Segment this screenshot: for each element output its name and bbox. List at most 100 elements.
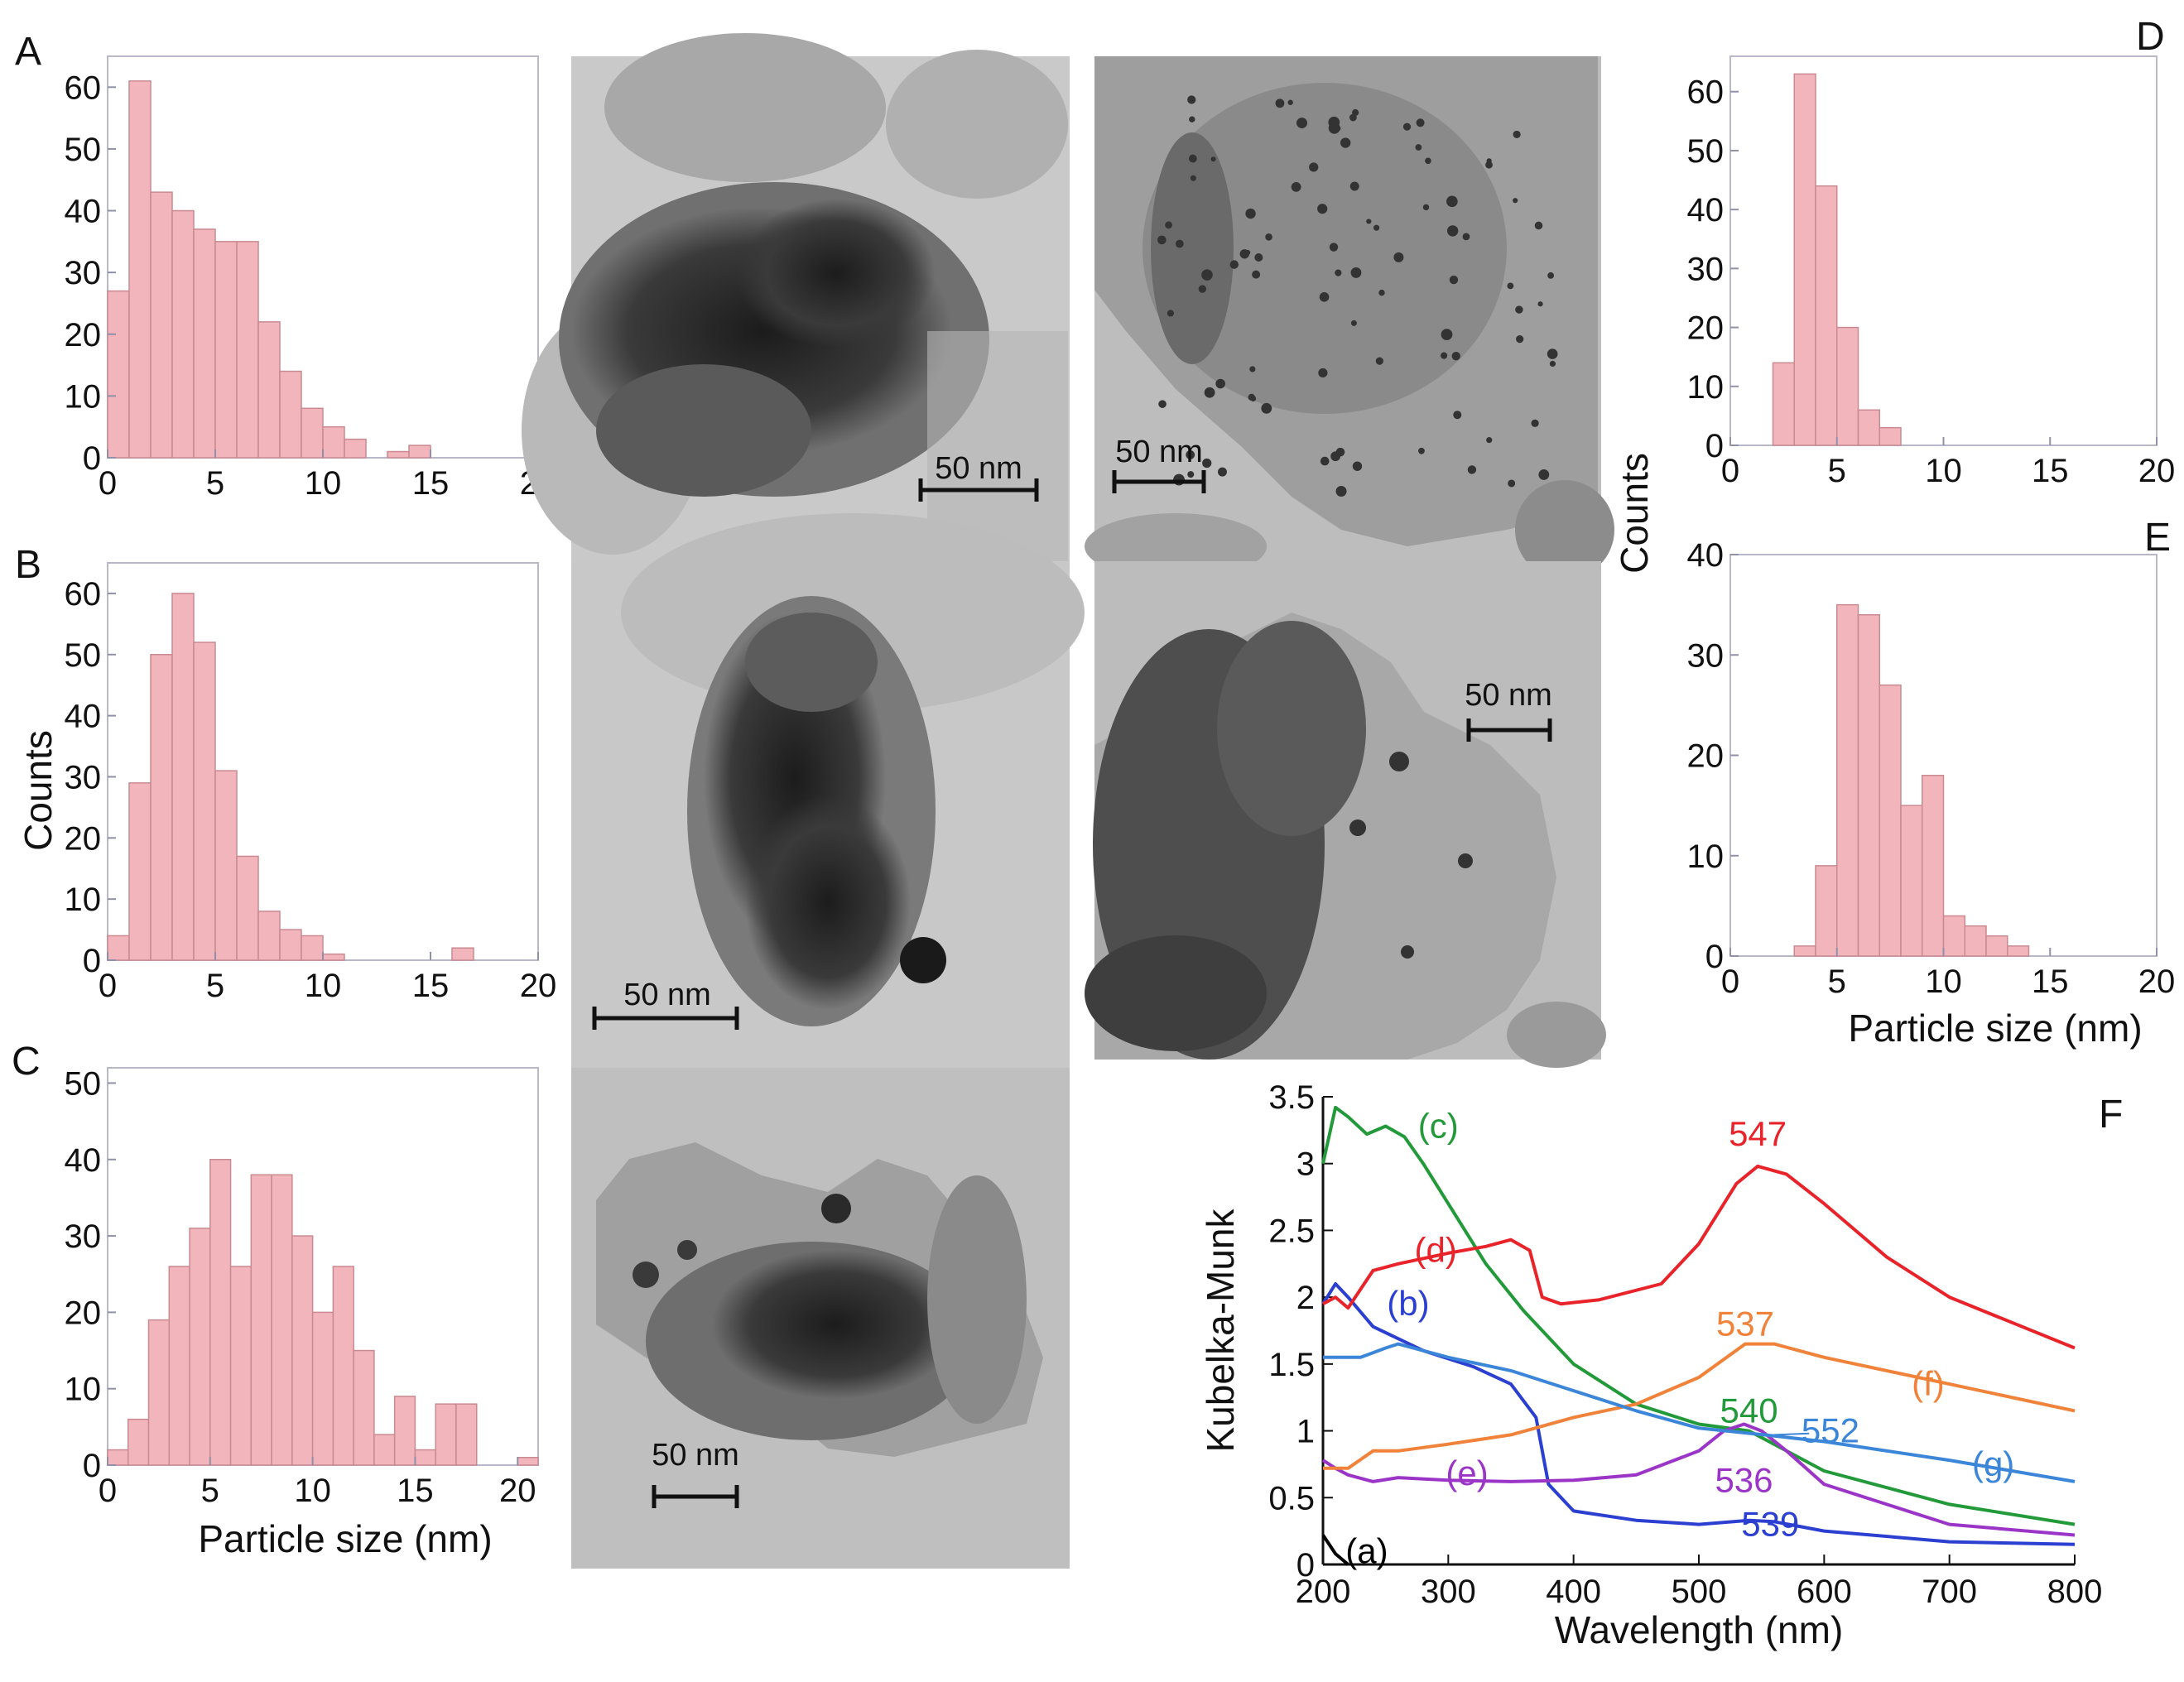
histogram-bar (353, 1349, 375, 1466)
y-tick-label: 2.5 (1268, 1213, 1315, 1249)
nanoparticle-dot (1507, 282, 1514, 290)
x-tick-label: 10 (305, 465, 342, 502)
nanoparticle-dot (1418, 447, 1425, 454)
nanoparticle-dot (1188, 154, 1197, 163)
histogram-bar (322, 953, 345, 961)
nanoparticle-dot (1485, 161, 1493, 169)
panel-label-c: C (12, 1040, 41, 1084)
histogram-bar (408, 445, 431, 459)
x-tick-label: 15 (2032, 964, 2069, 1000)
y-tick-label: 1.5 (1268, 1347, 1315, 1383)
y-tick-label: 3 (1296, 1146, 1315, 1183)
scale-bar-label-2: 50 nm (1115, 435, 1203, 469)
tem-image-4 (1085, 561, 1606, 1068)
histogram-bar (1900, 805, 1923, 957)
y-tick-label: 50 (65, 1065, 102, 1102)
histogram-bar (229, 1266, 253, 1466)
particle-size-label-right: Particle size (nm) (1848, 1007, 2142, 1050)
histogram-bar (1772, 362, 1795, 446)
y-tick-label: 30 (65, 759, 102, 795)
nanoparticle-dot (1335, 269, 1342, 276)
histogram-bar (435, 1403, 457, 1466)
histogram-bar (193, 642, 216, 961)
curve-label: (d) (1415, 1231, 1457, 1270)
curve-label: 539 (1741, 1505, 1799, 1544)
spectrum-line-g (1323, 1342, 2076, 1483)
x-tick-label: 15 (397, 1473, 434, 1509)
nanoparticle-dot (1265, 233, 1272, 241)
y-tick-label: 20 (65, 820, 102, 857)
x-tick-label: 700 (1922, 1574, 1977, 1610)
x-tick-label: 400 (1546, 1574, 1601, 1610)
y-tick-label: 0 (83, 1448, 101, 1484)
scale-bar-label-3: 50 nm (623, 978, 711, 1012)
nanoparticle-dot (1516, 335, 1524, 344)
histogram-bar (1836, 326, 1859, 446)
histogram-e: 0 10 20 30 40 0 5 10 15 20 (1687, 537, 2176, 1000)
x-tick-label: 10 (1925, 964, 1962, 1000)
y-tick-label: 60 (65, 70, 102, 106)
nanoparticle-dot (1531, 419, 1539, 427)
nanoparticle-dot (1340, 137, 1351, 148)
histogram-bar (171, 209, 195, 459)
nanoparticle-dot (1352, 461, 1363, 471)
y-tick-label: 10 (65, 882, 102, 918)
histogram-bar (517, 1457, 539, 1466)
nanoparticle-dot (1453, 411, 1462, 420)
histogram-bar (1857, 614, 1880, 957)
x-tick-label: 20 (2138, 453, 2176, 489)
nanoparticle-dot (1309, 162, 1319, 172)
tem-image-2 (1085, 56, 1614, 579)
y-tick-label: 40 (1687, 537, 1725, 574)
panel-label-d: D (2136, 15, 2165, 59)
nanoparticle-dot (1513, 130, 1521, 139)
nanoparticle-dot (1175, 239, 1184, 248)
curve-label: (a) (1345, 1531, 1388, 1570)
histogram-bar (1879, 426, 1902, 446)
nanoparticle-dot (1275, 99, 1285, 108)
histogram-bar (332, 1266, 354, 1466)
spectrum-line-d (1322, 1164, 2076, 1350)
nanoparticle-dot (1157, 235, 1167, 245)
nanoparticle-dot (1245, 249, 1251, 256)
y-tick-label: 0 (83, 943, 101, 979)
x-tick-label: 5 (206, 968, 224, 1004)
nanoparticle-dot (1248, 393, 1255, 401)
nanoparticle-dot (1402, 123, 1412, 131)
scale-bar-2 (1112, 470, 1206, 493)
x-tick-label: 500 (1672, 1574, 1727, 1610)
curve-label: (f) (1912, 1364, 1945, 1403)
nanoparticle-dot (1415, 144, 1422, 151)
scale-bar-1 (918, 478, 1039, 502)
x-tick-label: 5 (1828, 964, 1846, 1000)
x-axis-label: Wavelength (nm) (1555, 1608, 1844, 1651)
nanoparticle-dot (1202, 458, 1212, 469)
nanoparticle-dot (1515, 305, 1523, 314)
histogram-bar (393, 1396, 416, 1466)
y-tick-label: 40 (65, 1142, 102, 1179)
histogram-bar (236, 241, 259, 459)
histogram-bar (2007, 945, 2030, 957)
histogram-bar (455, 1403, 478, 1466)
y-tick-label: 10 (1687, 839, 1725, 875)
x-tick-label: 15 (412, 968, 450, 1004)
histogram-bar (311, 1311, 334, 1466)
x-tick-label: 10 (305, 968, 342, 1004)
x-tick-label: 10 (294, 1473, 331, 1509)
curve-label: 537 (1716, 1304, 1774, 1343)
histogram-bar (373, 1434, 396, 1466)
y-tick-label: 60 (65, 576, 102, 613)
nanoparticle-dot (1158, 400, 1167, 408)
nanoparticle-dot (1375, 357, 1383, 365)
histogram-bar (107, 290, 130, 459)
y-tick-label: 20 (65, 1295, 102, 1331)
y-tick-label: 30 (1687, 251, 1725, 287)
y-tick-label: 0.5 (1268, 1480, 1315, 1516)
nanoparticle-dot (1486, 437, 1493, 444)
spectra-chart: 0 0.5 1 1.5 2 2.5 3 3.5 200 300 400 500 600 700 800 Wav… (1199, 1079, 2102, 1651)
x-tick-label: 0 (1721, 964, 1739, 1000)
y-tick-label: 0 (1296, 1547, 1315, 1583)
nanoparticle-dot (1422, 204, 1430, 211)
